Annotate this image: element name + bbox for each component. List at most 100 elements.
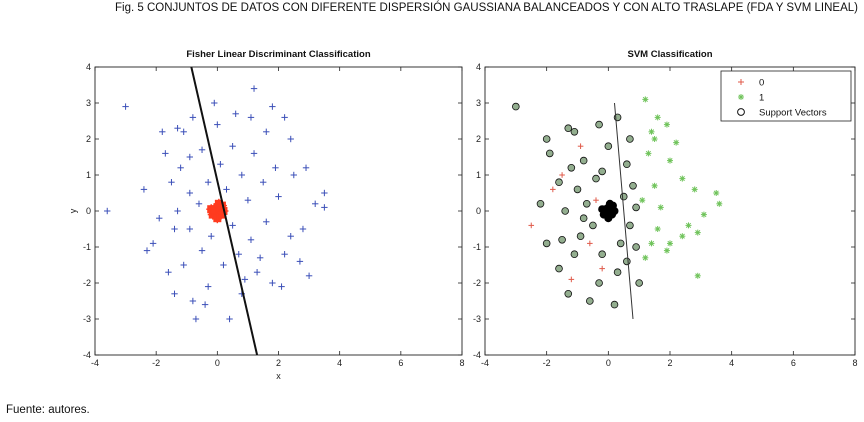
class1-point	[663, 247, 670, 254]
support-vector	[570, 128, 579, 136]
class1-point	[691, 186, 698, 193]
y-tick-label: 1	[86, 170, 91, 180]
x-tick-label: -2	[543, 358, 551, 368]
support-vector	[579, 214, 588, 223]
data-point	[168, 179, 175, 186]
x-tick-label: 6	[791, 358, 796, 368]
support-vector	[512, 102, 520, 111]
x-axis-label: x	[276, 371, 281, 381]
data-point	[171, 290, 178, 297]
data-point	[312, 200, 319, 207]
y-tick-label: -4	[473, 350, 481, 360]
class1-point	[667, 157, 673, 164]
y-tick-label: 1	[476, 170, 481, 180]
data-point	[162, 150, 169, 157]
support-vector	[616, 239, 625, 248]
y-tick-label: -4	[83, 350, 91, 360]
center-support-vector	[608, 201, 617, 210]
data-point	[275, 193, 282, 200]
class0-point	[587, 240, 593, 247]
class1-point	[679, 175, 686, 182]
data-point	[229, 143, 236, 150]
y-tick-label: -3	[473, 314, 481, 324]
data-point	[220, 261, 227, 269]
decision-boundary	[190, 67, 259, 355]
data-point	[287, 135, 294, 143]
y-tick-label: 2	[86, 134, 91, 144]
legend-label: Support Vectors	[759, 108, 827, 119]
support-vector	[542, 135, 551, 143]
data-point	[256, 254, 264, 261]
data-point	[321, 204, 328, 211]
class0-point	[593, 197, 599, 203]
legend-marker-class1	[738, 94, 744, 100]
center-support-vector	[598, 205, 607, 214]
support-vector	[555, 178, 563, 187]
y-tick-label: 2	[476, 134, 481, 144]
data-point	[156, 215, 163, 222]
support-vector	[536, 200, 545, 208]
y-tick-label: -2	[473, 278, 481, 288]
data-point	[189, 297, 197, 305]
data-point	[247, 236, 255, 243]
x-tick-label: 0	[215, 358, 220, 368]
support-vector	[542, 239, 551, 248]
support-vector	[589, 221, 597, 230]
data-point	[290, 171, 297, 179]
y-tick-label: -3	[83, 314, 91, 324]
class1-point	[679, 233, 686, 240]
data-point	[253, 269, 261, 276]
support-vector	[626, 135, 634, 143]
support-vector	[573, 185, 582, 194]
data-point	[269, 279, 276, 287]
x-tick-label: -4	[481, 358, 489, 368]
support-vector	[582, 200, 591, 208]
support-vector	[629, 182, 637, 190]
x-tick-label: 6	[398, 358, 403, 368]
data-point	[244, 197, 252, 204]
y-tick-label: -1	[83, 242, 91, 252]
data-point	[281, 251, 288, 258]
data-point	[159, 128, 166, 135]
support-vector	[613, 268, 622, 277]
class1-point	[685, 222, 692, 229]
class1-point	[663, 121, 670, 128]
class0-point	[550, 186, 556, 193]
class1-point	[645, 150, 652, 157]
class1-point	[648, 128, 655, 135]
support-vector	[555, 264, 563, 273]
data-point	[165, 269, 172, 276]
data-point	[296, 258, 304, 265]
x-tick-label: 4	[729, 358, 734, 368]
class0-point	[528, 222, 535, 229]
data-point	[263, 218, 270, 225]
class1-point	[648, 240, 655, 247]
data-point	[198, 247, 206, 254]
plot-title: Fisher Linear Discriminant Classificatio…	[186, 49, 370, 60]
class1-point	[651, 182, 658, 189]
support-vector	[545, 149, 554, 158]
support-vector	[564, 124, 573, 132]
y-tick-label: 3	[86, 98, 91, 108]
legend-marker-support-vectors	[737, 108, 745, 116]
data-layer	[512, 96, 723, 320]
class0-point	[568, 276, 575, 283]
data-point	[235, 251, 242, 258]
data-point	[122, 103, 129, 110]
data-point	[272, 164, 279, 171]
data-point	[143, 247, 151, 254]
support-vector	[619, 192, 628, 201]
class0-point	[559, 172, 565, 178]
support-vector	[598, 167, 606, 176]
x-tick-label: 8	[852, 358, 857, 368]
data-point	[250, 85, 258, 92]
data-point	[250, 150, 258, 157]
data-point	[302, 164, 310, 171]
center-point	[206, 204, 217, 215]
data-point	[149, 240, 157, 247]
y-tick-label: 3	[476, 98, 481, 108]
data-point	[180, 128, 187, 135]
class1-point	[673, 139, 680, 146]
data-point	[198, 146, 206, 153]
class0-point	[577, 143, 584, 149]
